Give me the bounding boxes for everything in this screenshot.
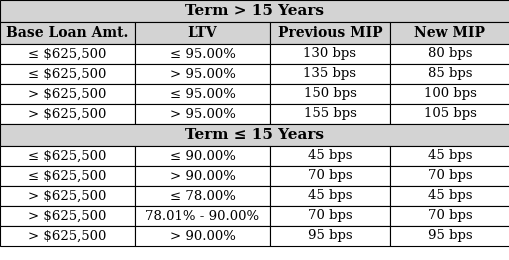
Bar bbox=[0, 104, 135, 124]
Bar bbox=[389, 186, 509, 206]
Bar bbox=[389, 64, 509, 84]
Bar bbox=[389, 84, 509, 104]
Text: 70 bps: 70 bps bbox=[427, 210, 471, 223]
Bar bbox=[389, 166, 509, 186]
Text: 70 bps: 70 bps bbox=[307, 170, 352, 183]
Bar bbox=[389, 206, 509, 226]
Text: ≤ 90.00%: ≤ 90.00% bbox=[169, 150, 235, 162]
Bar bbox=[269, 104, 389, 124]
Text: 45 bps: 45 bps bbox=[427, 190, 471, 203]
Bar bbox=[0, 64, 135, 84]
Bar bbox=[0, 22, 135, 44]
Text: 45 bps: 45 bps bbox=[427, 150, 471, 162]
Text: > $625,500: > $625,500 bbox=[29, 88, 106, 101]
Text: ≤ 95.00%: ≤ 95.00% bbox=[169, 48, 235, 61]
Bar bbox=[0, 226, 135, 246]
Text: ≤ $625,500: ≤ $625,500 bbox=[29, 150, 106, 162]
Text: 78.01% - 90.00%: 78.01% - 90.00% bbox=[145, 210, 259, 223]
Bar bbox=[0, 44, 135, 64]
Text: > $625,500: > $625,500 bbox=[29, 107, 106, 120]
Bar bbox=[269, 44, 389, 64]
Text: > $625,500: > $625,500 bbox=[29, 230, 106, 243]
Text: > 90.00%: > 90.00% bbox=[169, 230, 235, 243]
Text: 135 bps: 135 bps bbox=[303, 68, 356, 81]
Bar bbox=[135, 206, 269, 226]
Bar bbox=[0, 186, 135, 206]
Bar bbox=[0, 84, 135, 104]
Text: 70 bps: 70 bps bbox=[307, 210, 352, 223]
Text: 95 bps: 95 bps bbox=[427, 230, 471, 243]
Bar bbox=[135, 64, 269, 84]
Text: 45 bps: 45 bps bbox=[307, 190, 352, 203]
Bar bbox=[135, 22, 269, 44]
Bar bbox=[389, 226, 509, 246]
Bar bbox=[135, 44, 269, 64]
Text: > $625,500: > $625,500 bbox=[29, 210, 106, 223]
Text: > 95.00%: > 95.00% bbox=[169, 107, 235, 120]
Text: ≤ $625,500: ≤ $625,500 bbox=[29, 48, 106, 61]
Bar bbox=[389, 146, 509, 166]
Bar bbox=[269, 206, 389, 226]
Text: 95 bps: 95 bps bbox=[307, 230, 352, 243]
Text: 85 bps: 85 bps bbox=[427, 68, 471, 81]
Text: 105 bps: 105 bps bbox=[423, 107, 475, 120]
Bar bbox=[389, 104, 509, 124]
Bar bbox=[135, 226, 269, 246]
Bar bbox=[389, 22, 509, 44]
Bar bbox=[0, 146, 135, 166]
Text: > 90.00%: > 90.00% bbox=[169, 170, 235, 183]
Text: 100 bps: 100 bps bbox=[423, 88, 475, 101]
Text: 80 bps: 80 bps bbox=[427, 48, 471, 61]
Text: ≤ 78.00%: ≤ 78.00% bbox=[169, 190, 235, 203]
Text: > 95.00%: > 95.00% bbox=[169, 68, 235, 81]
Bar bbox=[135, 104, 269, 124]
Bar bbox=[269, 64, 389, 84]
Text: ≤ 95.00%: ≤ 95.00% bbox=[169, 88, 235, 101]
Bar bbox=[135, 84, 269, 104]
Bar bbox=[269, 186, 389, 206]
Bar bbox=[269, 166, 389, 186]
Bar bbox=[269, 226, 389, 246]
Bar bbox=[135, 146, 269, 166]
Bar bbox=[269, 146, 389, 166]
Bar bbox=[135, 166, 269, 186]
Bar bbox=[269, 22, 389, 44]
Bar bbox=[0, 206, 135, 226]
Text: 70 bps: 70 bps bbox=[427, 170, 471, 183]
Text: Base Loan Amt.: Base Loan Amt. bbox=[6, 26, 128, 40]
Text: Term ≤ 15 Years: Term ≤ 15 Years bbox=[185, 128, 324, 142]
Text: 155 bps: 155 bps bbox=[303, 107, 356, 120]
Text: Previous MIP: Previous MIP bbox=[277, 26, 382, 40]
Text: LTV: LTV bbox=[187, 26, 217, 40]
Text: ≤ $625,500: ≤ $625,500 bbox=[29, 68, 106, 81]
Bar bbox=[389, 44, 509, 64]
Text: 45 bps: 45 bps bbox=[307, 150, 352, 162]
Bar bbox=[0, 166, 135, 186]
Text: 150 bps: 150 bps bbox=[303, 88, 356, 101]
Bar bbox=[135, 186, 269, 206]
Text: New MIP: New MIP bbox=[414, 26, 485, 40]
Bar bbox=[269, 84, 389, 104]
Text: Term > 15 Years: Term > 15 Years bbox=[185, 4, 324, 18]
Text: ≤ $625,500: ≤ $625,500 bbox=[29, 170, 106, 183]
Bar bbox=[0, 0, 509, 22]
Text: > $625,500: > $625,500 bbox=[29, 190, 106, 203]
Bar bbox=[0, 124, 509, 146]
Text: 130 bps: 130 bps bbox=[303, 48, 356, 61]
